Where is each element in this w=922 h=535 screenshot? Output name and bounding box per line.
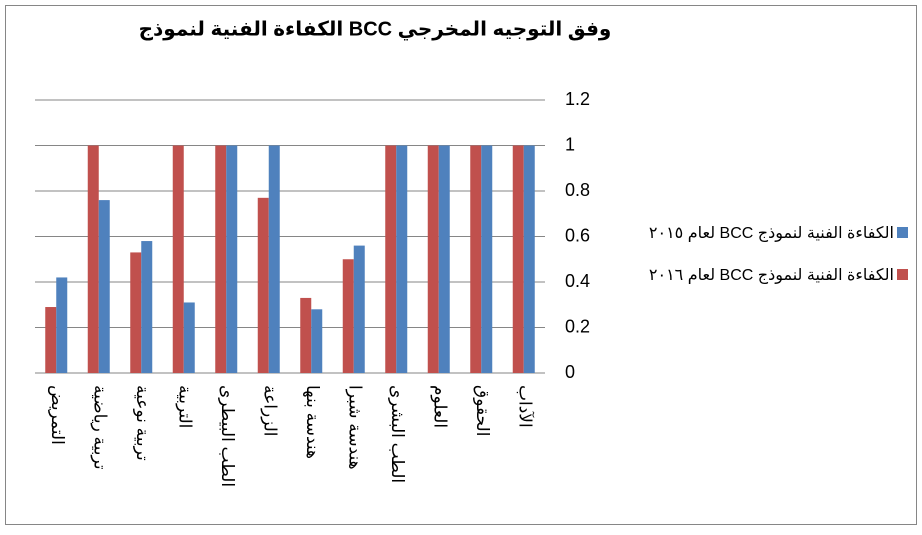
x-tick-label: الآداب [515,385,535,428]
y-tick-label: 0 [565,362,575,382]
bar [183,302,195,373]
bar [257,197,269,373]
bar [45,307,57,373]
x-tick-label: العلوم [430,385,449,428]
y-tick-label: 1.2 [565,89,590,109]
y-tick-label: 0.6 [565,225,590,245]
x-tick-label: الطب البشرى [388,385,407,483]
bar [342,259,354,373]
bar [130,252,142,373]
x-tick-label: التمريض [48,385,67,445]
x-tick-label: تربية رياضية [90,385,109,470]
bar [215,145,227,373]
legend-box: الكفاءة الفنية لنموذج BCC لعام ٢٠١٥ الكفا… [640,220,908,290]
bar [172,145,184,373]
bar [385,145,397,373]
y-tick-label: 0.8 [565,180,590,200]
bar [523,145,535,373]
chart-title: الكفاءة الفنية لنموذج BCC وفق التوجيه ال… [139,18,612,41]
y-tick-label: 0.2 [565,316,590,336]
bar [427,145,439,373]
bar [470,145,482,373]
bar [268,145,280,373]
x-tick-label: الزراعة [260,385,279,436]
legend-item: الكفاءة الفنية لنموذج BCC لعام ٢٠١٥ [640,220,908,248]
bar [512,145,524,373]
legend-swatch [897,269,908,280]
bar [438,145,450,373]
bar [300,297,312,373]
bar [311,309,323,373]
y-tick-label: 1 [565,134,575,154]
x-tick-label: تربية نوعية [133,385,152,461]
bar [141,241,153,373]
x-tick-label: هندسة بنها [302,385,322,459]
legend-label: الكفاءة الفنية لنموذج BCC لعام ٢٠١٦ [648,267,894,284]
chart-border [5,5,917,525]
bar [56,277,68,373]
bar [87,145,99,373]
x-tick-label: الطب البيطرى [218,385,237,487]
legend: الكفاءة الفنية لنموذج BCC لعام ٢٠١٥ الكفا… [640,220,908,290]
bar [98,200,110,373]
legend-item: الكفاءة الفنية لنموذج BCC لعام ٢٠١٦ [640,262,908,290]
x-tick-label: هندسة شبرا [345,385,364,470]
bar [353,245,365,373]
legend-swatch [897,227,908,238]
bar [226,145,238,373]
x-tick-label: التربية [175,385,194,428]
x-tick-label: الحقوق [473,385,492,436]
legend-label: الكفاءة الفنية لنموذج BCC لعام ٢٠١٥ [648,225,894,242]
bar [396,145,408,373]
bar [481,145,493,373]
y-tick-label: 0.4 [565,271,590,291]
